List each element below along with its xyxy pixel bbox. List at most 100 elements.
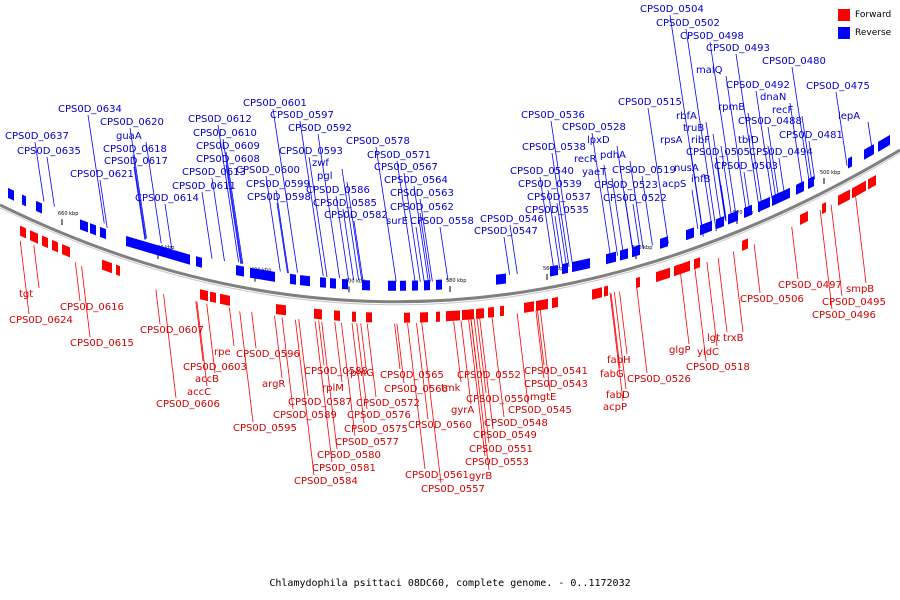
forward-gene-label: accB bbox=[195, 374, 219, 385]
reverse-gene-label: CPS0D_0505 bbox=[686, 147, 750, 158]
forward-gene-label: rpe bbox=[214, 347, 231, 358]
forward-gene-label: CPS0D_0545 bbox=[508, 405, 572, 416]
forward-gene-label: CPS0D_0575 bbox=[344, 424, 408, 435]
reverse-leader-line bbox=[767, 126, 780, 199]
forward-gene-label: CPS0D_0560 bbox=[408, 420, 472, 431]
legend-forward-label: Forward bbox=[855, 10, 892, 20]
reverse-leader-line bbox=[403, 172, 421, 282]
forward-gene-label: accC bbox=[187, 387, 211, 398]
forward-leader-line bbox=[636, 285, 648, 374]
reverse-gene-label: CPS0D_0567 bbox=[374, 162, 438, 173]
forward-gene-label: argR bbox=[262, 379, 285, 390]
forward-gene-label: rpmG bbox=[346, 368, 374, 379]
reverse-leader-line bbox=[689, 145, 703, 230]
forward-gene-label: CPS0D_0518 bbox=[686, 362, 750, 373]
forward-gene bbox=[436, 311, 440, 322]
forward-gene bbox=[742, 238, 748, 251]
reverse-gene bbox=[250, 267, 275, 282]
reverse-gene-label: CPS0D_0515 bbox=[618, 97, 682, 108]
forward-leader-line bbox=[613, 291, 627, 390]
forward-gene bbox=[500, 305, 504, 317]
scale-tick-label: 540 kbp bbox=[632, 245, 652, 251]
reverse-leader-line bbox=[743, 171, 750, 210]
reverse-gene bbox=[772, 187, 790, 206]
forward-gene bbox=[656, 267, 670, 283]
forward-leader-line bbox=[421, 322, 442, 484]
reverse-gene-label: CPS0D_0600 bbox=[236, 165, 300, 176]
reverse-leader-line bbox=[222, 138, 243, 264]
legend-reverse-label: Reverse bbox=[855, 28, 892, 38]
forward-leader-line bbox=[679, 272, 690, 345]
forward-leader-line bbox=[239, 311, 254, 423]
reverse-gene bbox=[388, 280, 396, 291]
reverse-gene bbox=[660, 236, 668, 249]
forward-leader-line bbox=[298, 319, 309, 397]
forward-gene-label: CPS0D_0497 bbox=[778, 280, 842, 291]
forward-gene-label: CPS0D_0615 bbox=[70, 338, 134, 349]
reverse-gene-label: CPS0D_0586 bbox=[306, 185, 370, 196]
forward-gene-label: CPS0D_0577 bbox=[335, 437, 399, 448]
forward-gene-label: CPS0D_0596 bbox=[236, 349, 300, 360]
reverse-gene-label: infB bbox=[691, 174, 711, 185]
reverse-gene-label: nusA bbox=[674, 163, 699, 174]
reverse-leader-line bbox=[550, 120, 574, 268]
forward-gene-label: CPS0D_0526 bbox=[627, 374, 691, 385]
forward-leader-line bbox=[274, 315, 283, 379]
reverse-gene bbox=[36, 200, 42, 214]
reverse-gene-label: rpsA bbox=[660, 135, 683, 146]
reverse-leader-line bbox=[375, 146, 397, 282]
reverse-gene-label: CPS0D_0539 bbox=[518, 179, 582, 190]
reverse-gene-label: CPS0D_0564 bbox=[384, 175, 448, 186]
forward-gene-label: CPS0D_0565 bbox=[380, 370, 444, 381]
forward-gene-label: CPS0D_0496 bbox=[812, 310, 876, 321]
reverse-gene bbox=[808, 176, 814, 190]
reverse-gene bbox=[686, 227, 694, 241]
forward-gene-label: CPS0D_0541 bbox=[524, 366, 588, 377]
reverse-leader-line bbox=[591, 132, 612, 259]
reverse-leader-line bbox=[801, 115, 813, 184]
forward-gene-label: tmk bbox=[441, 383, 461, 394]
forward-leader-line bbox=[468, 318, 486, 457]
forward-leader-line bbox=[314, 321, 333, 463]
forward-gene-label: fabH bbox=[607, 355, 631, 366]
reverse-leader-line bbox=[46, 156, 55, 207]
forward-gene bbox=[276, 303, 286, 316]
reverse-gene-label: CPS0D_0480 bbox=[762, 56, 826, 67]
reverse-gene bbox=[716, 216, 724, 230]
reverse-leader-line bbox=[335, 195, 349, 280]
reverse-gene-label: CPS0D_0620 bbox=[100, 117, 164, 128]
reverse-leader-line bbox=[725, 75, 748, 217]
forward-leader-line bbox=[281, 317, 294, 410]
forward-gene bbox=[446, 310, 460, 322]
forward-leader-line bbox=[791, 226, 799, 280]
reverse-gene-label: zwf bbox=[312, 158, 329, 169]
forward-leader-line bbox=[491, 316, 505, 418]
reverse-leader-line bbox=[551, 152, 570, 268]
reverse-leader-line bbox=[623, 190, 634, 251]
forward-gene-label: CPS0D_0616 bbox=[60, 302, 124, 313]
reverse-gene-label: CPS0D_0503 bbox=[714, 161, 778, 172]
forward-gene bbox=[524, 301, 534, 313]
reverse-gene-label: CPS0D_0546 bbox=[480, 214, 544, 225]
reverse-gene-label: CPS0D_0492 bbox=[726, 80, 790, 91]
forward-leader-line bbox=[294, 319, 315, 476]
reverse-gene bbox=[550, 264, 558, 277]
reverse-leader-line bbox=[547, 189, 561, 268]
reverse-gene bbox=[632, 244, 640, 258]
forward-leader-line bbox=[416, 323, 429, 420]
reverse-leader-line bbox=[641, 175, 653, 246]
reverse-leader-line bbox=[99, 179, 108, 228]
reverse-gene-label: CPS0D_0592 bbox=[288, 123, 352, 134]
forward-leader-line bbox=[334, 321, 343, 383]
reverse-leader-line bbox=[539, 176, 555, 270]
reverse-gene bbox=[22, 194, 26, 207]
forward-gene bbox=[488, 306, 494, 318]
reverse-gene-label: CPS0D_0613 bbox=[182, 167, 246, 178]
scale-tick-label: 600 kbp bbox=[345, 278, 365, 284]
reverse-gene-label: CPS0D_0475 bbox=[806, 81, 870, 92]
reverse-gene-label: CPS0D_0537 bbox=[527, 192, 591, 203]
forward-leader-line bbox=[33, 245, 40, 289]
forward-leader-line bbox=[470, 319, 478, 370]
reverse-gene-label: CPS0D_0488 bbox=[738, 116, 802, 127]
forward-leader-line bbox=[830, 204, 843, 297]
